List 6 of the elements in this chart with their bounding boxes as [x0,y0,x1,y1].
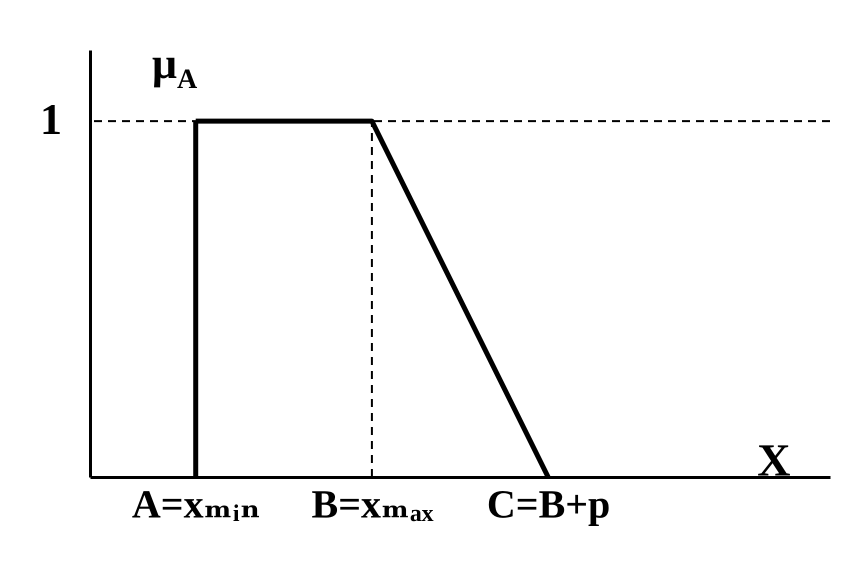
x-tick-label: C=B+p [486,482,610,526]
x-tick-label: B=xₘₐₓ [312,482,434,526]
x-tick-label: A=xₘᵢₙ [132,482,261,526]
x-axis-title: X [757,434,790,486]
y-axis-title: μ$_{A}$ [152,38,198,96]
ref-line-label: 1 [40,95,62,144]
